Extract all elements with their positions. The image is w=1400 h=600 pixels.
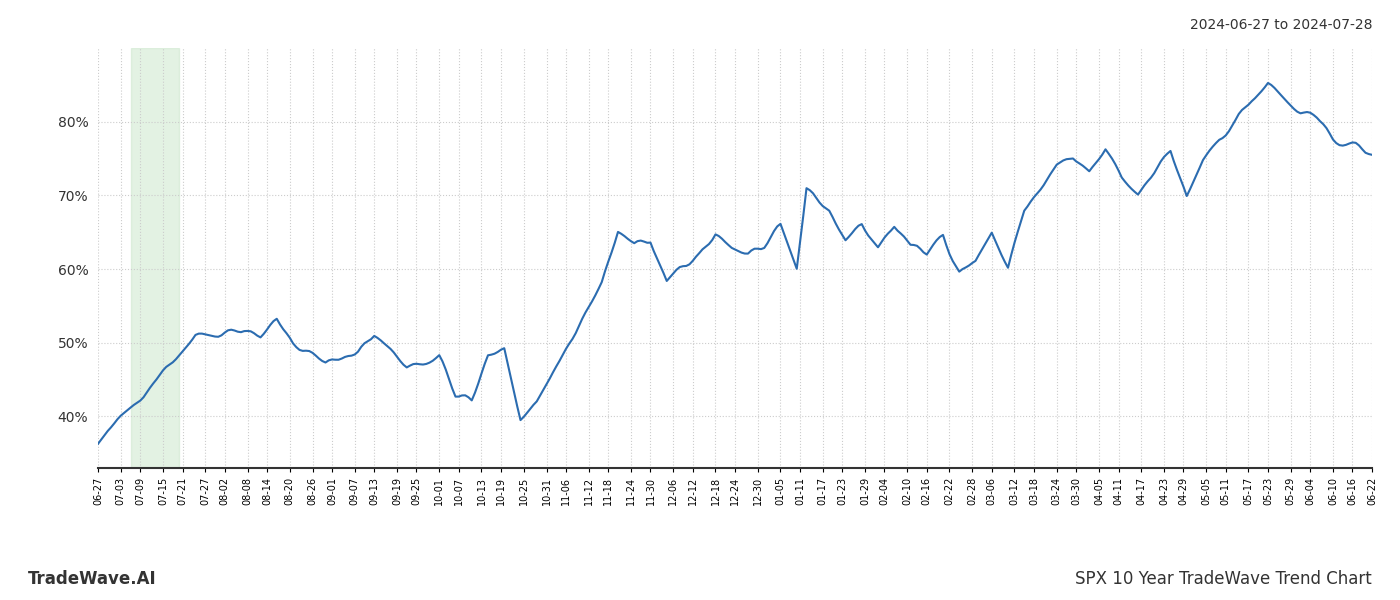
Text: TradeWave.AI: TradeWave.AI	[28, 570, 157, 588]
Text: SPX 10 Year TradeWave Trend Chart: SPX 10 Year TradeWave Trend Chart	[1075, 570, 1372, 588]
Text: 2024-06-27 to 2024-07-28: 2024-06-27 to 2024-07-28	[1190, 18, 1372, 32]
Bar	[130, 48, 179, 468]
